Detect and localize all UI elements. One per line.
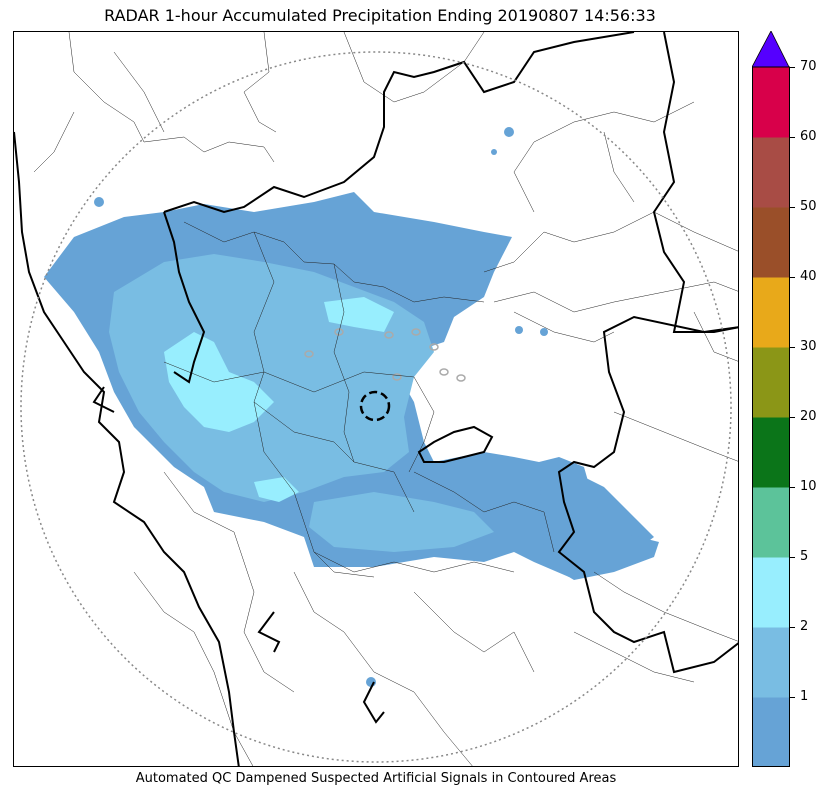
radar-map[interactable]	[13, 31, 739, 767]
colorbar-tick-label: 10	[800, 479, 817, 494]
colorbar-tick-label: 50	[800, 199, 817, 214]
colorbar-bin	[752, 137, 790, 208]
qc-contours	[304, 328, 466, 382]
precip-spot	[94, 197, 104, 207]
qc-caption: Automated QC Dampened Suspected Artifici…	[135, 771, 617, 786]
colorbar-extend-arrow	[752, 31, 790, 68]
colorbar-tick-mark	[790, 697, 795, 698]
colorbar-tick-label: 5	[800, 549, 809, 564]
colorbar-tick-mark	[790, 487, 795, 488]
map-title: RADAR 1-hour Accumulated Precipitation E…	[104, 6, 656, 25]
precip-area-east	[539, 457, 659, 580]
colorbar-outline	[752, 66, 790, 767]
colorbar-tick-label: 60	[800, 129, 817, 144]
precip-spot	[366, 677, 376, 687]
colorbar-svg	[752, 31, 790, 767]
colorbar-tick-label: 2	[800, 619, 809, 634]
colorbar-tick-mark	[790, 207, 795, 208]
colorbar-bin	[752, 627, 790, 698]
state-boundaries	[14, 32, 738, 766]
colorbar-tick-mark	[790, 277, 795, 278]
colorbar-bin	[752, 277, 790, 348]
precip-spot	[491, 149, 497, 155]
colorbar-bin	[752, 207, 790, 278]
colorbar-bin	[752, 67, 790, 138]
precip-area-2-5-b	[324, 297, 394, 332]
colorbar-tick-mark	[790, 137, 795, 138]
radar-map-svg	[14, 32, 738, 766]
colorbar-tick-label: 30	[800, 339, 817, 354]
colorbar-tick-label: 70	[800, 59, 817, 74]
precip-spot	[515, 326, 523, 334]
colorbar-tick-mark	[790, 557, 795, 558]
precip-area-2-5	[164, 332, 274, 432]
precip-area-2-5-c	[254, 477, 299, 502]
colorbar-bin	[752, 557, 790, 628]
range-ring	[20, 51, 732, 763]
colorbar-bin	[752, 347, 790, 418]
precip-spot	[504, 127, 514, 137]
colorbar	[752, 31, 790, 767]
colorbar-tick-label: 1	[800, 689, 809, 704]
colorbar-tick-mark	[790, 627, 795, 628]
radar-site-marker	[359, 390, 391, 422]
colorbar-bin	[752, 417, 790, 488]
colorbar-tick-mark	[790, 67, 795, 68]
colorbar-bin	[752, 697, 790, 767]
colorbar-tick-mark	[790, 347, 795, 348]
colorbar-bin	[752, 487, 790, 558]
colorbar-tick-mark	[790, 417, 795, 418]
colorbar-tick-label: 20	[800, 409, 817, 424]
colorbar-tick-label: 40	[800, 269, 817, 284]
precip-spot	[540, 328, 548, 336]
precip-area-1-2-south	[309, 492, 494, 552]
